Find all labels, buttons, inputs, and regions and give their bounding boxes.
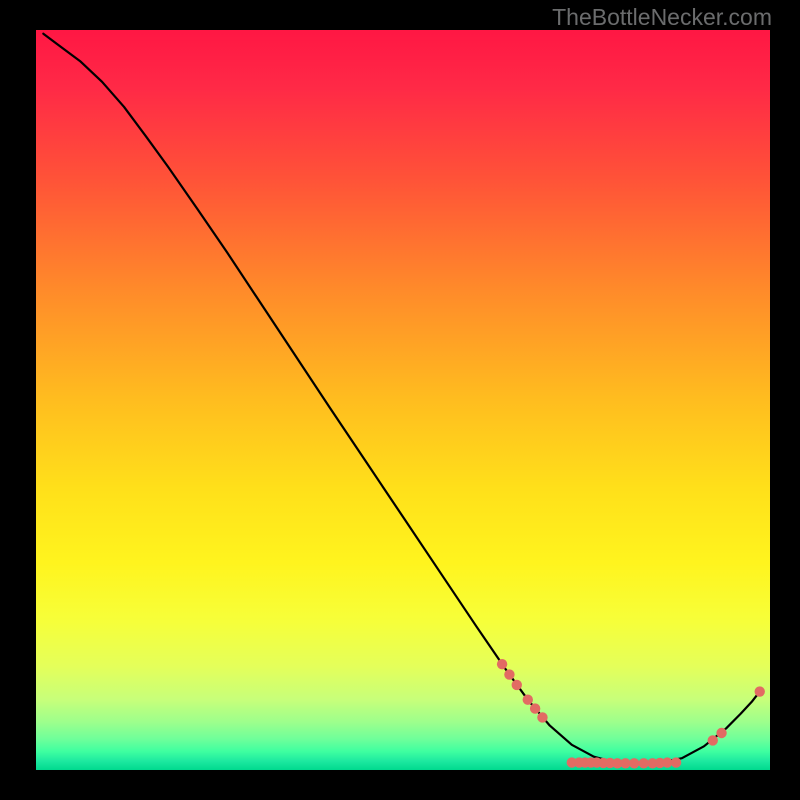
marker-dot bbox=[629, 758, 639, 768]
marker-dot bbox=[755, 686, 765, 696]
marker-dot bbox=[716, 728, 726, 738]
marker-dot bbox=[530, 703, 540, 713]
marker-dot bbox=[537, 712, 547, 722]
bottleneck-curve bbox=[43, 34, 759, 764]
marker-dot bbox=[671, 757, 681, 767]
watermark-text: TheBottleNecker.com bbox=[552, 4, 772, 31]
marker-dot bbox=[504, 669, 514, 679]
marker-dot bbox=[497, 659, 507, 669]
marker-dot bbox=[512, 680, 522, 690]
curve-layer bbox=[36, 30, 770, 770]
stage: TheBottleNecker.com bbox=[0, 0, 800, 800]
plot-area bbox=[36, 30, 770, 770]
curve-markers bbox=[497, 659, 765, 769]
marker-dot bbox=[708, 735, 718, 745]
marker-dot bbox=[523, 695, 533, 705]
